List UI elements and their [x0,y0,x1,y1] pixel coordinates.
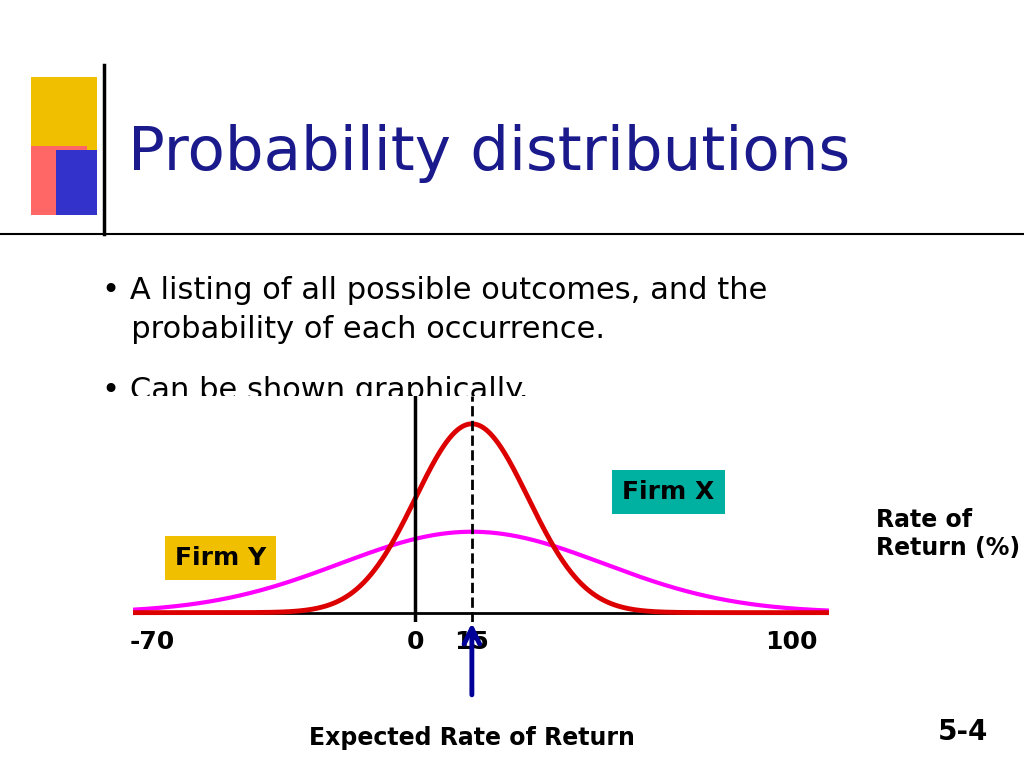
Bar [31,77,97,154]
Bar [56,150,97,215]
Text: Rate of
Return (%): Rate of Return (%) [876,508,1020,560]
Text: 5-4: 5-4 [938,719,988,746]
Text: • A listing of all possible outcomes, and the
   probability of each occurrence.: • A listing of all possible outcomes, an… [102,276,768,344]
Bar [31,146,87,215]
Text: Firm Y: Firm Y [174,547,266,571]
Text: • Can be shown graphically.: • Can be shown graphically. [102,376,529,406]
Text: Expected Rate of Return: Expected Rate of Return [309,726,635,750]
Text: Probability distributions: Probability distributions [128,124,850,183]
Text: Firm X: Firm X [623,480,715,505]
